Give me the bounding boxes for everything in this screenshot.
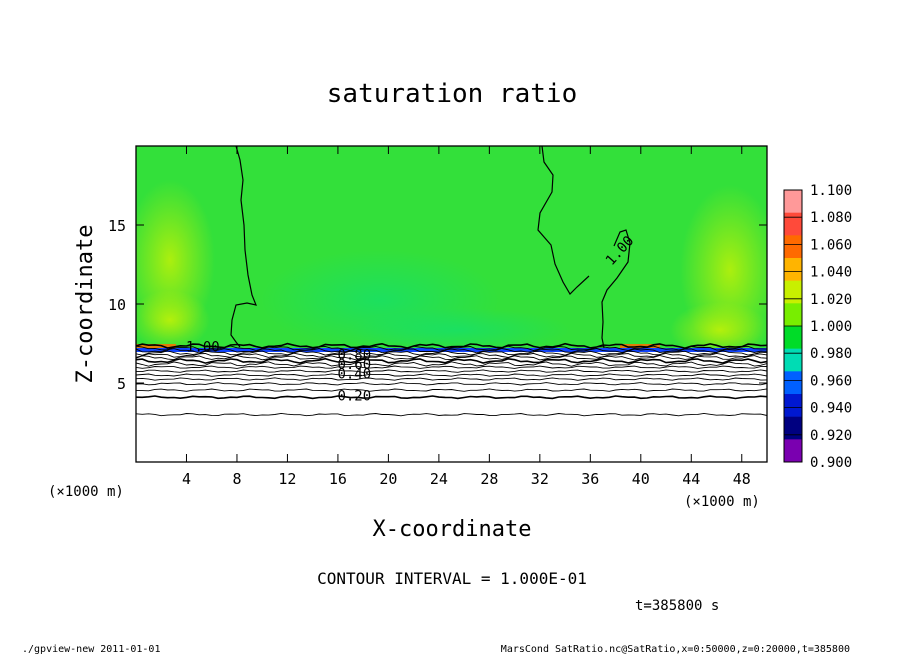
y-tick-label: 15 <box>108 217 126 235</box>
colorbar: 1.100 1.080 1.060 1.040 1.020 1.000 0.980 0.960… <box>783 183 852 471</box>
colorbar-segment <box>784 394 802 417</box>
x-unit-label-left: (×1000 m) <box>48 484 124 500</box>
x-axis-label: X-coordinate <box>373 517 532 542</box>
x-tick-label: 40 <box>632 470 650 488</box>
plot-fields <box>136 146 767 462</box>
colorbar-label: 1.060 <box>810 237 852 253</box>
x-tick-label: 4 <box>182 470 191 488</box>
x-tick-label: 16 <box>329 470 347 488</box>
contour-label: 0.20 <box>337 389 371 405</box>
contour-line <box>136 352 767 359</box>
contour-line <box>136 412 767 417</box>
contour-line <box>136 345 767 351</box>
x-tick-label: 8 <box>232 470 241 488</box>
colorbar-segment <box>784 258 802 281</box>
contour-line-1.00-left <box>230 146 257 348</box>
colorbar-label: 0.940 <box>810 401 852 417</box>
contour-line <box>136 347 767 354</box>
contour-label: 0.80 <box>337 348 371 364</box>
color-variation-patches <box>136 180 767 358</box>
colorbar-segment <box>784 371 802 395</box>
contour-line <box>136 395 767 400</box>
colorbar-label: 1.100 <box>810 183 852 199</box>
contour-line <box>136 357 767 364</box>
time-label: t=385800 s <box>635 598 719 614</box>
colorbar-segment <box>784 303 802 327</box>
contour-line <box>136 388 767 392</box>
x-tick-label: 20 <box>379 470 397 488</box>
footer-right: MarsCond_SatRatio.nc@SatRatio,x=0:50000,… <box>501 644 850 654</box>
colorbar-segment <box>784 212 802 236</box>
y-tick-label: 10 <box>108 296 126 314</box>
colorbar-segment <box>784 439 802 463</box>
contour-line <box>136 342 767 349</box>
contour-line <box>136 361 767 367</box>
footer-left: ./gpview-new 2011-01-01 <box>22 644 160 654</box>
unsaturated-region <box>136 352 767 462</box>
contour-line <box>136 382 767 386</box>
y-tick-label: 5 <box>117 375 126 393</box>
colorbar-segment <box>784 190 802 213</box>
contour-line <box>136 355 767 361</box>
colorbar-label: 0.920 <box>810 428 852 444</box>
contour-line-1.00-right <box>537 146 631 349</box>
colorbar-label: 1.040 <box>810 265 852 281</box>
colorbar-segment <box>784 280 802 304</box>
x-tick-label: 36 <box>581 470 599 488</box>
contour-label: 0.40 <box>337 367 371 383</box>
colorbar-label: 0.980 <box>810 346 852 362</box>
colorbar-segment <box>784 348 802 372</box>
x-axis: 4 8 12 16 20 24 28 32 36 40 44 48 <box>182 146 751 488</box>
x-tick-label: 12 <box>278 470 296 488</box>
x-tick-label: 32 <box>531 470 549 488</box>
colorbar-label: 0.960 <box>810 373 852 389</box>
colorbar-segment <box>784 235 802 259</box>
colorbar-label: 0.900 <box>810 455 852 471</box>
colorbar-label: 1.020 <box>810 292 852 308</box>
x-tick-label: 28 <box>480 470 498 488</box>
contour-label: 0.60 <box>337 357 371 373</box>
x-tick-label: 44 <box>682 470 700 488</box>
y-axis: 5 10 15 <box>108 217 767 393</box>
contour-lines <box>136 342 767 417</box>
contour-line <box>136 377 767 381</box>
x-tick-label: 24 <box>430 470 448 488</box>
chart-title: saturation ratio <box>327 79 577 109</box>
colorbar-segment <box>784 416 802 440</box>
x-tick-label: 48 <box>733 470 751 488</box>
contour-interval-text: CONTOUR INTERVAL = 1.000E-01 <box>317 569 587 588</box>
colorbar-label: 1.000 <box>810 319 852 335</box>
colorbar-label: 1.080 <box>810 210 852 226</box>
colorbar-segment <box>784 326 802 349</box>
contour-line <box>136 365 767 369</box>
contour-line <box>136 369 767 373</box>
contour-line <box>136 373 767 377</box>
x-unit-label-right: (×1000 m) <box>684 494 760 510</box>
y-axis-label: Z-coordinate <box>73 225 98 384</box>
contour-label: 1.00 <box>186 340 220 356</box>
